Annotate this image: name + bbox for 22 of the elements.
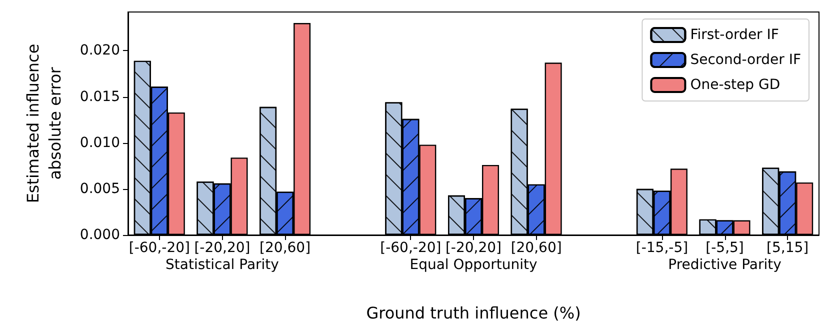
y-tick-label: 0.000 — [80, 227, 120, 243]
text: Equal Opportunity — [410, 257, 538, 273]
x-tick-label: [-20,20] — [445, 240, 502, 256]
legend-label: First-order IF — [690, 27, 779, 43]
x-axis-title: Ground truth influence (%) — [366, 304, 581, 322]
x-tick-label: [-15,-5] — [636, 240, 688, 256]
y-tick-label: 0.020 — [80, 42, 120, 59]
y-axis-title: Estimated influence absolute error — [24, 44, 64, 204]
x-tick-label: [-5,5] — [706, 240, 744, 256]
legend-label: Second-order IF — [690, 52, 801, 68]
x-tick-label: [20,60] — [510, 240, 562, 256]
x-tick-label: [20,60] — [260, 240, 311, 256]
text: Predictive Parity — [668, 257, 782, 273]
x-tick-label: [-20,20] — [194, 240, 250, 256]
y-tick-label: 0.010 — [80, 134, 120, 151]
text: Statistical Parity — [166, 257, 279, 273]
legend-label: One-step GD — [690, 77, 780, 93]
x-tick-label: [-60,-20] — [380, 240, 442, 256]
x-tick-label: [5,15] — [766, 240, 809, 256]
y-tick-label: 0.005 — [80, 180, 120, 197]
x-tick-label: [-60,-20] — [128, 240, 190, 256]
y-tick-label: 0.015 — [80, 88, 120, 105]
